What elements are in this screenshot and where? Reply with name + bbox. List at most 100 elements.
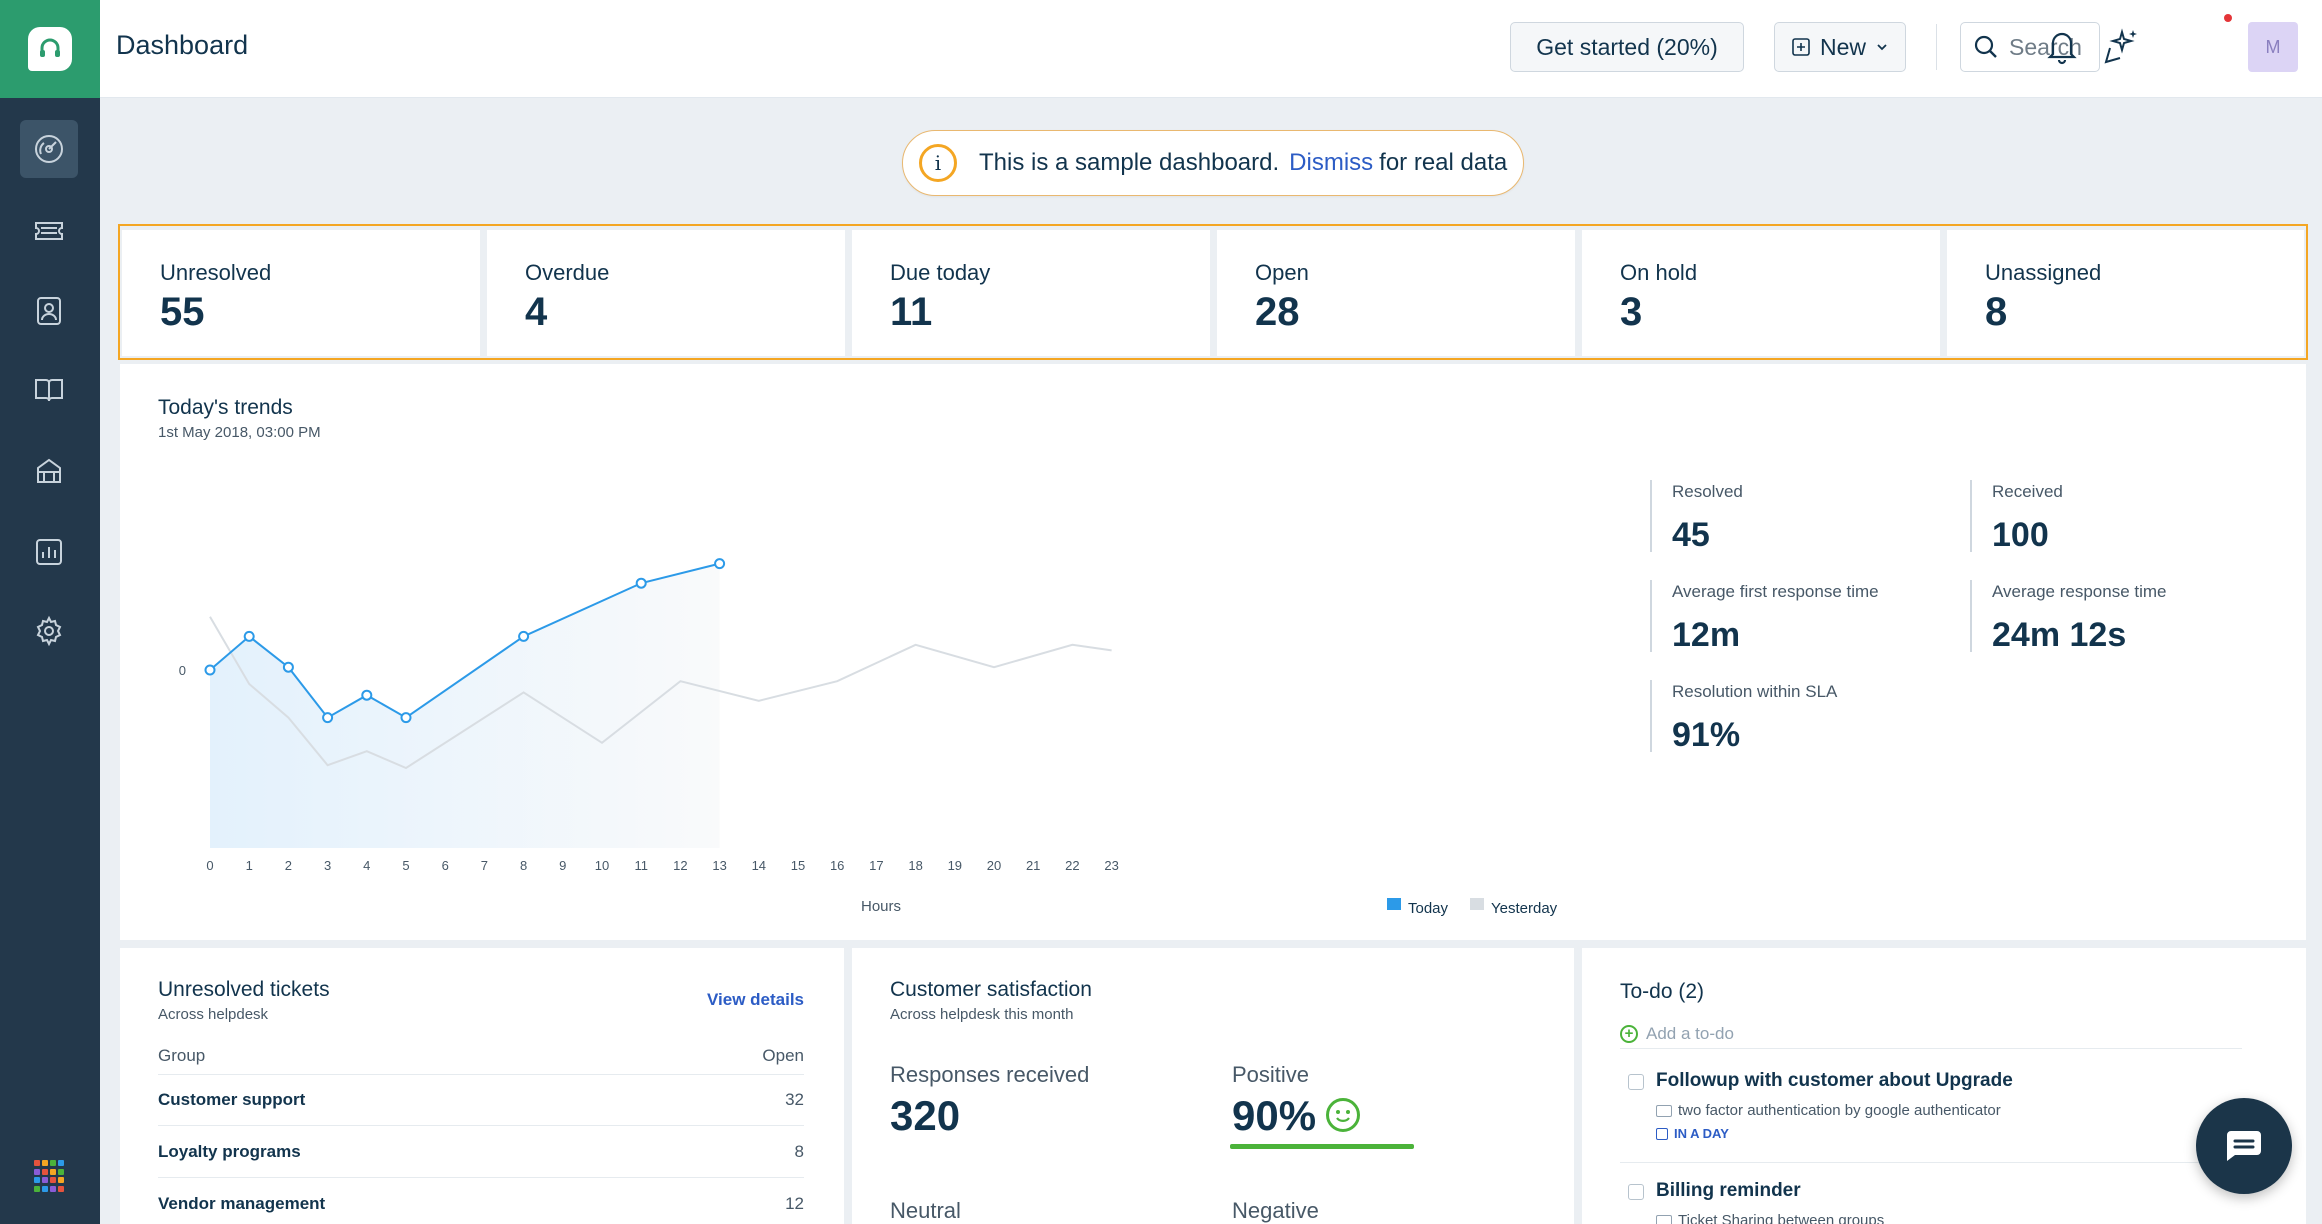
panel-title: Unresolved tickets	[158, 978, 330, 1001]
new-button[interactable]: New	[1774, 22, 1906, 72]
bell-icon[interactable]	[2042, 26, 2082, 66]
plus-circle-icon: +	[1620, 1025, 1638, 1043]
stats-row: Unresolved 55 Overdue 4 Due today 11 Ope…	[118, 224, 2308, 360]
trends-title: Today's trends	[158, 396, 293, 419]
nav-admin-settings-icon[interactable]	[20, 602, 78, 660]
table-row[interactable]: Loyalty programs 8	[158, 1126, 804, 1178]
todo-text[interactable]: Billing reminder	[1656, 1180, 1801, 1201]
search-icon	[1974, 35, 1997, 58]
stat-value: 11	[890, 290, 933, 334]
data-point-today	[518, 630, 530, 642]
x-tick-label: 11	[634, 858, 648, 873]
metric-avg-response: Average response time 24m 12s	[1970, 580, 2167, 654]
banner-suffix: for real data	[1379, 149, 1508, 176]
nav-forums-icon[interactable]	[20, 442, 78, 500]
panel-subtitle: Across helpdesk this month	[890, 1006, 1074, 1023]
stat-label: On hold	[1620, 260, 1698, 285]
data-point-today	[635, 577, 647, 589]
open-count: 8	[794, 1141, 804, 1161]
divider	[1620, 1162, 2242, 1163]
group-name: Vendor management	[158, 1193, 326, 1213]
todo-text[interactable]: Followup with customer about Upgrade	[1656, 1070, 2013, 1091]
x-tick-label: 12	[673, 858, 687, 873]
chat-widget-button[interactable]	[2196, 1098, 2292, 1194]
legend-swatch-yesterday	[1470, 898, 1484, 910]
ticket-icon	[1656, 1104, 1672, 1117]
x-tick-label: 22	[1065, 858, 1079, 873]
unresolved-tickets-panel: Unresolved tickets Across helpdesk View …	[120, 948, 844, 1224]
x-tick-label: 1	[246, 858, 253, 873]
neutral-label: Neutral	[890, 1198, 961, 1223]
stat-value: 8	[1985, 290, 2008, 334]
x-tick-label: 15	[791, 858, 805, 873]
stat-label: Open	[1255, 260, 1309, 285]
x-tick-label: 0	[206, 858, 213, 873]
stat-label: Overdue	[525, 260, 610, 285]
stat-card-unresolved[interactable]: Unresolved 55	[122, 230, 480, 356]
panel-subtitle: Across helpdesk	[158, 1006, 269, 1023]
add-todo-input[interactable]: + Add a to-do	[1620, 1024, 1734, 1044]
app-logo[interactable]	[0, 0, 100, 98]
metric-label: Average response time	[1992, 582, 2167, 601]
y-tick-label: 0	[179, 663, 186, 678]
metric-value: 12m	[1672, 616, 1741, 654]
stat-card-unassigned[interactable]: Unassigned 8	[1947, 230, 2304, 356]
nav-tickets-icon[interactable]	[20, 201, 78, 259]
trends-chart: 00 1 2 3 4 5 6 7 8 9 10 11 12 13 14 15 16 17 18 19 20 21 22 23H…	[179, 558, 1558, 917]
todo-meta-text: two factor authentication by google auth…	[1678, 1102, 2001, 1119]
sidebar	[0, 0, 100, 1224]
x-tick-label: 17	[869, 858, 883, 873]
todo-meta: Ticket Sharing between groups	[1656, 1212, 1884, 1224]
get-started-button[interactable]: Get started (20%)	[1510, 22, 1744, 72]
x-axis-label: Hours	[861, 898, 901, 915]
stat-card-due-today[interactable]: Due today 11	[852, 230, 1210, 356]
nav-dashboard-icon[interactable]	[20, 120, 78, 178]
metric-value: 100	[1992, 516, 2049, 554]
todo-title: To-do (2)	[1620, 980, 1705, 1003]
col-group: Group	[158, 1046, 206, 1065]
metric-label: Average first response time	[1672, 582, 1879, 601]
x-tick-label: 14	[752, 858, 766, 873]
nav-knowledge-base-icon[interactable]	[20, 361, 78, 419]
x-tick-label: 6	[442, 858, 449, 873]
chevron-down-icon	[1877, 44, 1887, 51]
metric-received: Received 100	[1970, 480, 2063, 554]
x-tick-label: 19	[948, 858, 962, 873]
x-tick-label: 3	[324, 858, 331, 873]
apps-grid-icon[interactable]	[34, 1160, 66, 1192]
table-row[interactable]: Vendor management 12	[158, 1178, 804, 1224]
stat-card-on-hold[interactable]: On hold 3	[1582, 230, 1940, 356]
group-name: Loyalty programs	[158, 1141, 301, 1161]
stat-card-open[interactable]: Open 28	[1217, 230, 1575, 356]
stat-value: 4	[525, 290, 548, 334]
todo-checkbox[interactable]	[1628, 1184, 1644, 1200]
open-count: 12	[785, 1193, 804, 1213]
stat-card-overdue[interactable]: Overdue 4	[487, 230, 845, 356]
calendar-icon	[1656, 1127, 1668, 1140]
table-header: Group Open	[158, 1046, 804, 1075]
nav-contacts-icon[interactable]	[20, 282, 78, 340]
stat-label: Due today	[890, 260, 991, 285]
nav-reports-icon[interactable]	[20, 523, 78, 581]
dismiss-link[interactable]: Dismiss	[1289, 149, 1374, 176]
table-row[interactable]: Customer support 32	[158, 1074, 804, 1126]
metric-value: 24m 12s	[1992, 616, 2127, 654]
add-todo-placeholder: Add a to-do	[1646, 1024, 1734, 1043]
avatar[interactable]: M	[2248, 22, 2298, 72]
todays-trends-panel: Today's trends 1st May 2018, 03:00 PM 0 0…	[120, 364, 2306, 940]
smiley-icon	[1326, 1098, 1360, 1132]
group-name: Customer support	[158, 1089, 306, 1109]
data-point-today	[243, 630, 255, 642]
legend-label-yesterday: Yesterday	[1491, 900, 1558, 917]
ticket-icon	[1656, 1214, 1672, 1224]
ai-sparkle-icon[interactable]	[2102, 26, 2142, 66]
metric-label: Received	[1992, 482, 2063, 501]
trends-subtitle: 1st May 2018, 03:00 PM	[158, 424, 321, 441]
stat-value: 3	[1620, 290, 1643, 334]
positive-label: Positive	[1232, 1062, 1310, 1087]
metric-resolution-sla: Resolution within SLA 91%	[1650, 680, 1837, 754]
todo-checkbox[interactable]	[1628, 1074, 1644, 1090]
metric-value: 45	[1672, 516, 1710, 554]
legend-label-today: Today	[1408, 900, 1449, 917]
view-details-link[interactable]: View details	[706, 990, 804, 1009]
